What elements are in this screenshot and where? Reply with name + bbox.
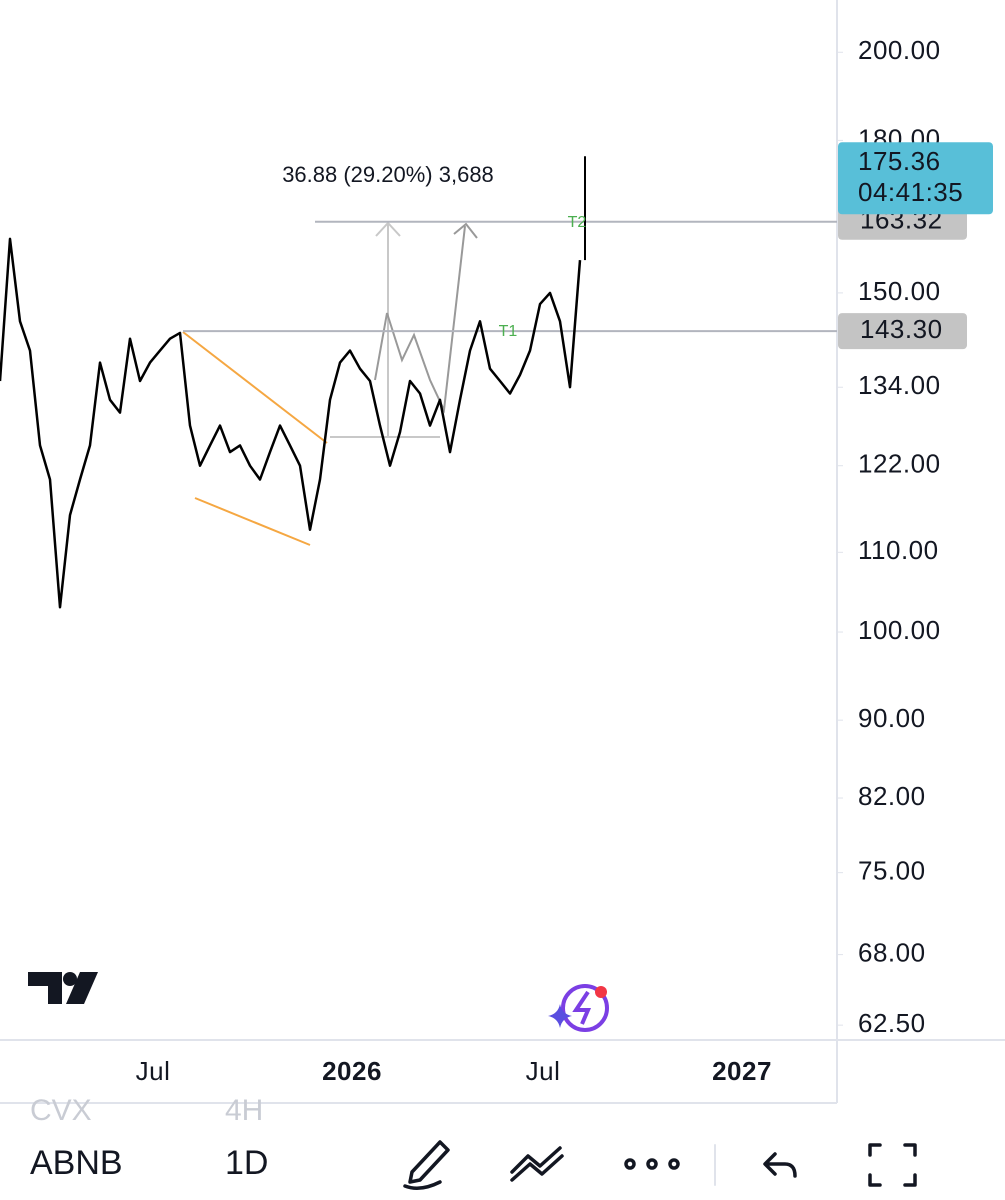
y-tick-label: 122.00 — [858, 449, 941, 479]
indicators-icon[interactable] — [510, 1146, 564, 1182]
plot — [0, 156, 837, 609]
y-tick-label: 200.00 — [858, 35, 941, 65]
projection-path — [374, 222, 478, 414]
price-line — [0, 237, 582, 609]
x-tick-label: Jul — [526, 1056, 561, 1086]
y-tick-label: 110.00 — [858, 535, 939, 565]
measure-arrow — [375, 221, 401, 437]
y-tick-label: 150.00 — [858, 276, 941, 306]
last-price-badge — [838, 142, 993, 215]
x-tick-label: 2027 — [712, 1056, 772, 1086]
more-icon[interactable] — [624, 1158, 680, 1170]
level-badge — [838, 313, 967, 350]
y-tick-label: 68.00 — [858, 937, 926, 967]
interval[interactable]: 1D — [225, 1144, 268, 1182]
y-tick-label: 75.00 — [858, 856, 926, 886]
target-label: T2 — [568, 214, 587, 231]
measure-label: 36.88 (29.20%) 3,688 — [282, 162, 494, 187]
toolbar-icons — [403, 1140, 917, 1190]
y-tick-label: 82.00 — [858, 781, 926, 811]
level-label: 143.30 — [860, 314, 943, 344]
toolbar — [0, 1125, 1005, 1200]
wedge-line — [182, 331, 328, 444]
y-tick-label: 100.00 — [858, 615, 941, 645]
symbol[interactable]: ABNB — [30, 1144, 123, 1182]
y-tick-label: 90.00 — [858, 703, 926, 733]
draw-icon[interactable] — [403, 1140, 450, 1190]
y-tick-label: 62.50 — [858, 1008, 926, 1038]
symbol-faded[interactable]: CVX — [30, 1094, 92, 1127]
fullscreen-icon[interactable] — [868, 1143, 917, 1187]
target-label: T1 — [499, 323, 518, 340]
undo-icon[interactable] — [763, 1152, 797, 1178]
x-tick-label: Jul — [136, 1056, 171, 1086]
wedge-line — [194, 497, 311, 546]
countdown-label: 04:41:35 — [858, 177, 963, 207]
x-tick-label: 2026 — [322, 1056, 382, 1086]
last-price-label: 175.36 — [858, 146, 941, 176]
assistant-icon[interactable] — [548, 984, 609, 1032]
drawings — [182, 221, 478, 546]
interval-faded[interactable]: 4H — [225, 1094, 263, 1127]
y-tick-label: 134.00 — [858, 370, 941, 400]
logo — [28, 972, 98, 1004]
